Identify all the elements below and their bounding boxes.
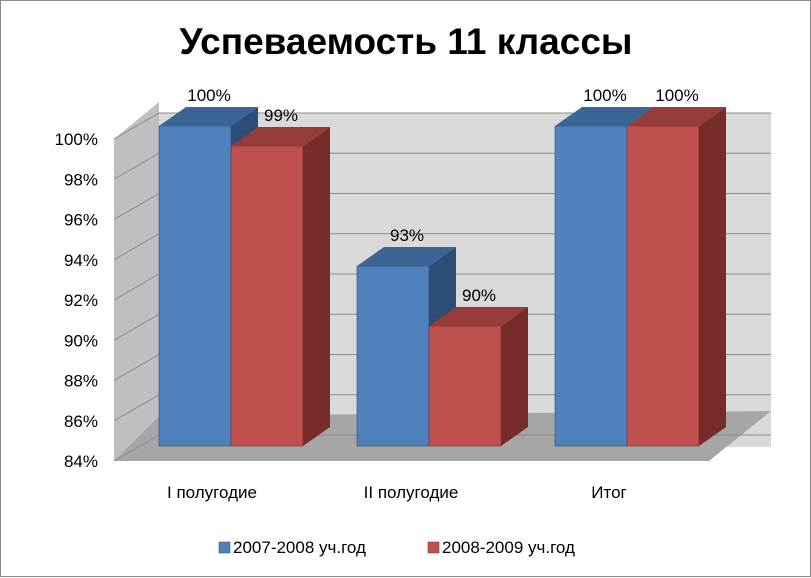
bars <box>158 107 726 447</box>
data-label: 93% <box>390 226 424 245</box>
bar-front <box>158 125 232 447</box>
bar-front <box>626 125 700 447</box>
bar-top <box>159 107 258 126</box>
y-tick-label: 100% <box>55 130 98 149</box>
bar-top <box>627 107 726 126</box>
data-label: 100% <box>655 86 698 105</box>
y-tick-label: 90% <box>64 331 98 350</box>
gridline-side <box>113 313 160 341</box>
gridline-side <box>113 354 160 381</box>
legend-label: 2007-2008 уч.год <box>233 538 366 557</box>
data-labels: 100% 99% 93% 90% 100% 100% <box>187 86 698 305</box>
bar-top <box>429 307 528 326</box>
gridline-side <box>113 152 160 180</box>
data-label: 90% <box>462 286 496 305</box>
gridline-side <box>113 193 160 220</box>
gridline-side <box>113 112 160 140</box>
bar-side <box>501 307 528 446</box>
legend: 2007-2008 уч.год 2008-2009 уч.год <box>218 538 575 557</box>
data-label: 100% <box>583 86 626 105</box>
x-category-label: II полугодие <box>364 483 459 502</box>
bar-top <box>357 247 456 266</box>
y-tick-label: 98% <box>64 170 98 189</box>
legend-swatch <box>427 541 440 554</box>
data-label: 99% <box>264 106 298 125</box>
bar-front <box>230 145 304 447</box>
bar-top <box>555 107 654 126</box>
x-axis-categories: I полугодие II полугодие Итог <box>167 483 627 502</box>
gridline-side <box>113 233 160 261</box>
gridline-side <box>113 394 160 422</box>
gridline-side <box>113 273 160 301</box>
side-wall <box>114 102 159 461</box>
bar-side <box>303 127 330 446</box>
y-tick-label: 96% <box>64 211 98 230</box>
bar-front <box>554 125 628 447</box>
x-category-label: Итог <box>591 483 626 502</box>
data-label: 100% <box>187 86 230 105</box>
bar-top <box>231 127 330 146</box>
gridline-side <box>113 434 160 462</box>
y-tick-label: 92% <box>64 291 98 310</box>
y-tick-label: 94% <box>64 251 98 270</box>
x-category-label: I полугодие <box>167 483 257 502</box>
y-tick-label: 86% <box>64 412 98 431</box>
bar-side <box>699 107 726 446</box>
bar-front <box>356 265 430 447</box>
y-tick-label: 88% <box>64 372 98 391</box>
y-tick-label: 84% <box>64 452 98 471</box>
legend-swatch <box>218 541 231 554</box>
y-axis-ticks: 84% 86% 88% 90% 92% 94% 96% 98% 100% <box>55 130 98 471</box>
chart-title: Успеваемость 11 классы <box>179 21 632 62</box>
bar-front <box>428 325 502 447</box>
legend-label: 2008-2009 уч.год <box>442 538 575 557</box>
